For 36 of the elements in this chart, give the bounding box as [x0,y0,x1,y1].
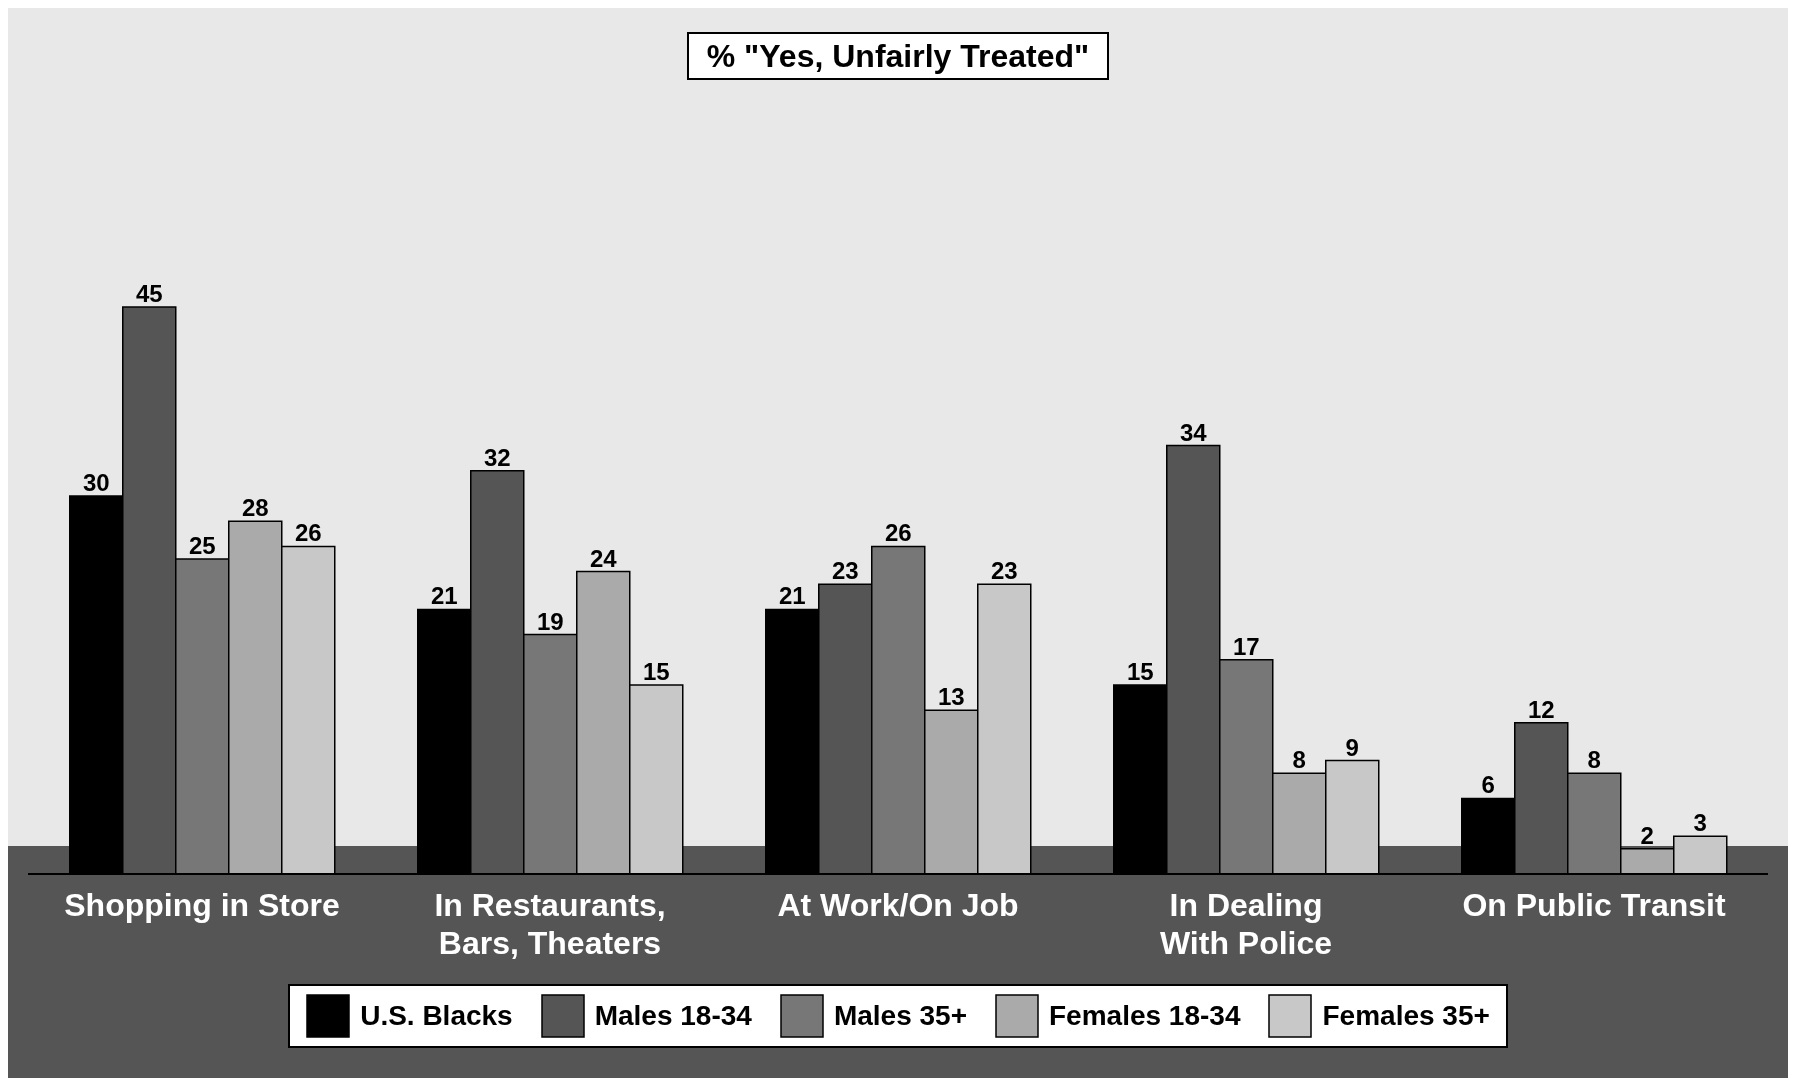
legend-label: Males 35+ [833,1000,968,1032]
data-label: 26 [884,519,912,547]
data-label: 3 [1693,809,1707,837]
data-label: 24 [589,544,618,572]
data-label: 15 [1126,658,1154,685]
data-label: 9 [1345,733,1359,761]
data-label: 8 [1587,746,1601,774]
legend-label: Females 35+ [1322,1000,1490,1032]
legend-label: Females 18-34 [1049,1000,1241,1032]
data-label: 23 [990,557,1018,585]
data-label: 17 [1232,632,1260,660]
data-label: 21 [778,582,806,610]
x-tick-label: On Public Transit [1462,887,1726,923]
data-label: 25 [188,532,216,559]
data-label: 28 [241,494,269,522]
data-label: 32 [483,443,511,471]
data-label: 34 [1179,418,1208,446]
data-label: 12 [1527,695,1555,723]
data-label: 26 [294,519,322,547]
data-label: 21 [430,582,458,610]
data-label: 19 [536,607,564,635]
data-label: 13 [937,683,965,711]
data-label: 23 [831,557,859,585]
x-tick-label: In Restaurants, Bars, Theaters [434,887,666,961]
data-label: 30 [82,469,110,496]
data-label: 8 [1292,746,1306,774]
chart-title: % "Yes, Unfairly Treated" [686,32,1110,80]
x-tick-label: Shopping in Store [64,887,340,923]
data-label: 6 [1481,771,1495,799]
data-label: 2 [1640,821,1654,849]
data-label: 45 [135,280,163,307]
legend-label: U.S. Blacks [360,1000,513,1032]
x-tick-label: In Dealing With Police [1159,887,1333,961]
legend-label: Males 18-34 [594,1000,752,1032]
x-tick-label: At Work/On Job [777,887,1019,923]
data-label: 15 [642,658,670,685]
